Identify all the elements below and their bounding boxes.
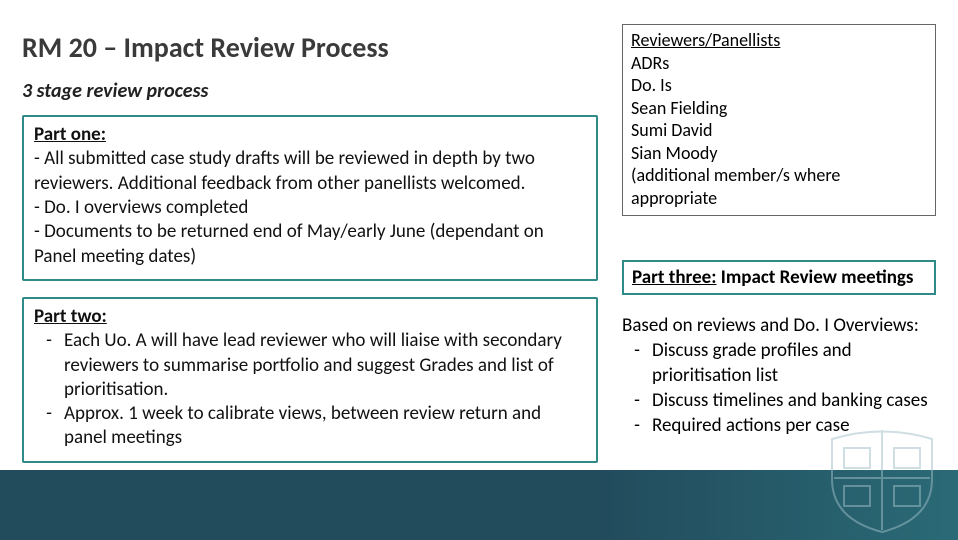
part-three-box: Part three: Impact Review meetings (622, 260, 936, 295)
part-three-item-2-text: Discuss timelines and banking cases (652, 388, 928, 413)
part-two-item-2-text: Approx. 1 week to calibrate views, betwe… (64, 402, 586, 451)
part-two-heading: Part two: (34, 305, 586, 329)
part-three-heading-u: Part three: (632, 266, 716, 289)
bullet-dash: - (622, 413, 652, 438)
part-two-item-1: - Each Uo. A will have lead reviewer who… (34, 329, 586, 402)
part-one-line1: - All submitted case study drafts will b… (34, 147, 535, 194)
part-one-line3: - Documents to be returned end of May/ea… (34, 220, 544, 267)
part-three-intro: Based on reviews and Do. I Overviews: (622, 313, 936, 338)
part-three-item-1: - Discuss grade profiles and prioritisat… (622, 338, 936, 388)
reviewers-line-1: ADRs (631, 52, 927, 75)
slide-subtitle: 3 stage review process (22, 79, 598, 103)
reviewers-line-4: Sumi David (631, 119, 927, 142)
footer-bar (0, 470, 958, 540)
part-three-body: Based on reviews and Do. I Overviews: - … (622, 313, 936, 438)
left-column: RM 20 – Impact Review Process 3 stage re… (22, 24, 598, 540)
part-two-box: Part two: - Each Uo. A will have lead re… (22, 297, 598, 463)
part-three-item-1-text: Discuss grade profiles and prioritisatio… (652, 338, 936, 388)
part-two-body: Part two: - Each Uo. A will have lead re… (34, 305, 586, 451)
reviewers-line-2: Do. Is (631, 74, 927, 97)
part-one-box: Part one: - All submitted case study dra… (22, 115, 598, 281)
slide: RM 20 – Impact Review Process 3 stage re… (0, 0, 958, 540)
part-one-body: Part one: - All submitted case study dra… (34, 123, 586, 269)
reviewers-line-6: (additional member/s where appropriate (631, 164, 927, 209)
slide-title: RM 20 – Impact Review Process (22, 30, 598, 65)
bullet-dash: - (622, 388, 652, 413)
part-two-item-1-text: Each Uo. A will have lead reviewer who w… (64, 329, 586, 402)
reviewers-line-5: Sian Moody (631, 142, 927, 165)
crest-icon (822, 424, 942, 534)
part-three-heading-rest: Impact Review meetings (716, 266, 913, 289)
bullet-dash: - (34, 402, 64, 451)
part-three-heading: Part three: Impact Review meetings (632, 266, 926, 289)
part-one-line2: - Do. I overviews completed (34, 196, 248, 219)
bullet-dash: - (622, 338, 652, 388)
reviewers-box: Reviewers/Panellists ADRs Do. Is Sean Fi… (622, 24, 936, 216)
reviewers-line-3: Sean Fielding (631, 97, 927, 120)
part-three-item-2: - Discuss timelines and banking cases (622, 388, 936, 413)
part-two-item-2: - Approx. 1 week to calibrate views, bet… (34, 402, 586, 451)
bullet-dash: - (34, 329, 64, 402)
part-one-heading: Part one: (34, 123, 106, 146)
part-three-item-3-text: Required actions per case (652, 413, 850, 438)
reviewers-heading: Reviewers/Panellists (631, 29, 927, 52)
